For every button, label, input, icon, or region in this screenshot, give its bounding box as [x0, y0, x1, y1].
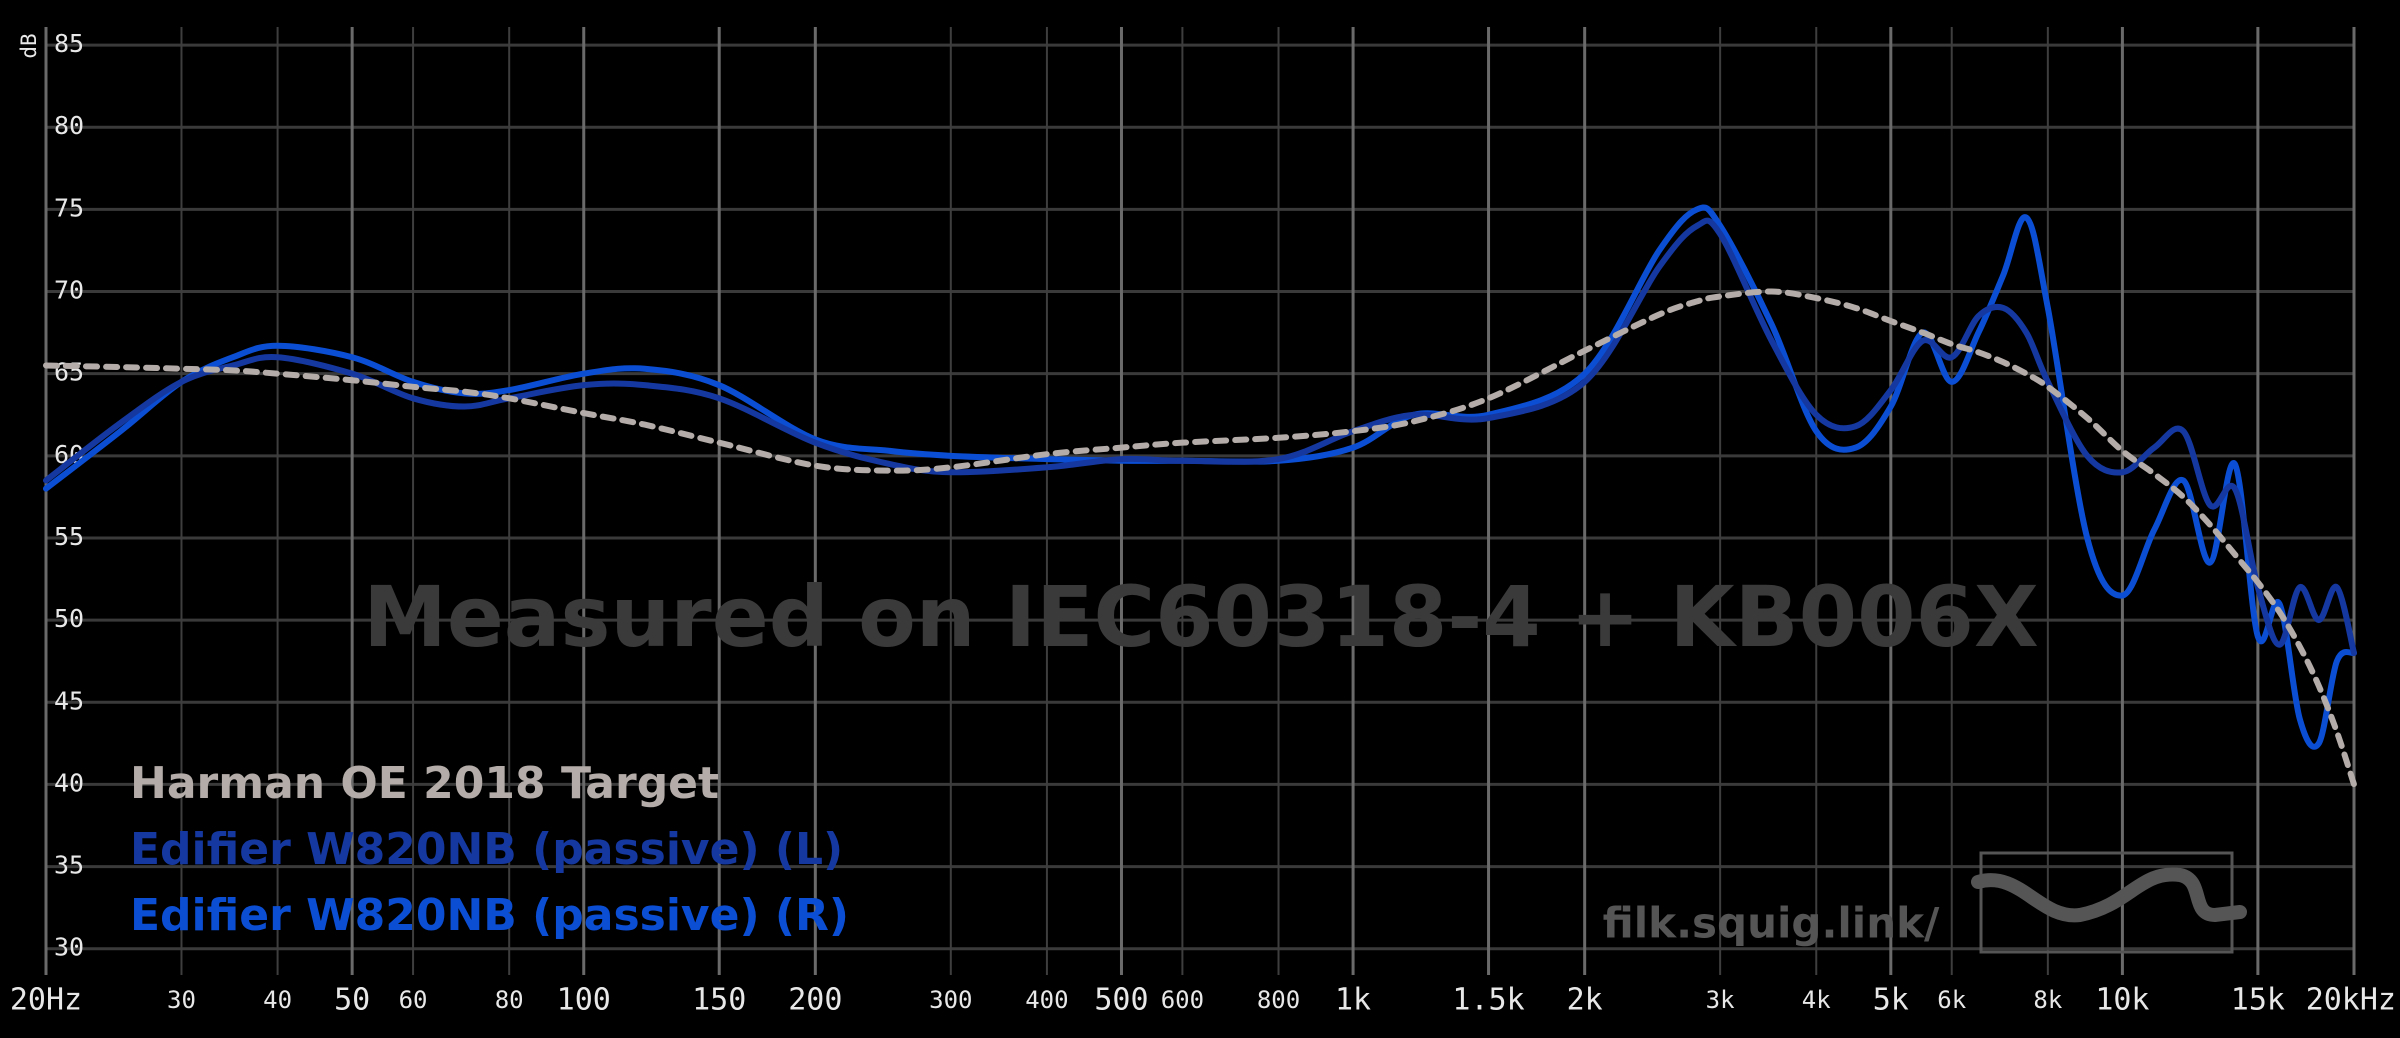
x-tick-label: 1.5k: [1452, 983, 1524, 1018]
x-tick-label: 150: [692, 983, 746, 1018]
watermark: Measured on IEC60318-4 + KB006X: [363, 568, 2039, 666]
legend-entry: Harman OE 2018 Target: [130, 758, 719, 809]
x-tick-label: 80: [495, 986, 524, 1014]
x-tick-label: 6k: [1937, 986, 1966, 1014]
x-tick-label: 20Hz: [10, 983, 82, 1018]
x-tick-label: 200: [788, 983, 842, 1018]
y-tick-label: 40: [54, 768, 84, 797]
x-tick-label: 10k: [2095, 983, 2149, 1018]
y-tick-label: 65: [54, 358, 84, 387]
x-tick-label: 60: [399, 986, 428, 1014]
curves: [43, 204, 2357, 788]
y-tick-label: 35: [54, 851, 84, 880]
y-tick-label: 80: [54, 111, 84, 140]
logo-squiggle: [1971, 867, 2247, 923]
x-tick-label: 600: [1161, 986, 1204, 1014]
y-tick-label: 75: [54, 193, 84, 222]
legend-entry: Edifier W820NB (passive) (R): [130, 890, 849, 941]
y-axis-label: dB: [17, 33, 41, 58]
legend: Harman OE 2018 Target Edifier W820NB (pas…: [130, 758, 849, 941]
x-tick-label: 400: [1025, 986, 1068, 1014]
x-tick-label: 500: [1094, 983, 1148, 1018]
x-tick-label: 4k: [1802, 986, 1831, 1014]
legend-entry: Edifier W820NB (passive) (L): [130, 824, 843, 875]
curve: [43, 204, 2357, 750]
x-tick-label: 20kHz: [2306, 983, 2396, 1018]
logo: [1971, 851, 2247, 954]
y-tick-label: 50: [54, 604, 84, 633]
x-tick-label: 2k: [1567, 983, 1603, 1018]
curve: [43, 288, 2357, 788]
y-tick-label: 70: [54, 276, 84, 305]
x-tick-label: 30: [167, 986, 196, 1014]
y-tick-label: 55: [54, 522, 84, 551]
x-tick-label: 300: [929, 986, 972, 1014]
x-tick-label: 15k: [2231, 983, 2285, 1018]
x-tick-label: 800: [1257, 986, 1300, 1014]
site-label: filk.squig.link/: [1603, 899, 1940, 948]
x-tick-label: 3k: [1706, 986, 1735, 1014]
logo-box: [1979, 851, 2234, 954]
y-tick-label: 45: [54, 686, 84, 715]
y-tick-label: 85: [54, 29, 84, 58]
y-tick-label: 30: [54, 933, 84, 962]
x-tick-label: 40: [263, 986, 292, 1014]
x-tick-label: 100: [557, 983, 611, 1018]
x-tick-label: 8k: [2033, 986, 2062, 1014]
x-tick-label: 1k: [1335, 983, 1371, 1018]
x-tick-label: 50: [334, 983, 370, 1018]
x-tick-label: 5k: [1873, 983, 1909, 1018]
